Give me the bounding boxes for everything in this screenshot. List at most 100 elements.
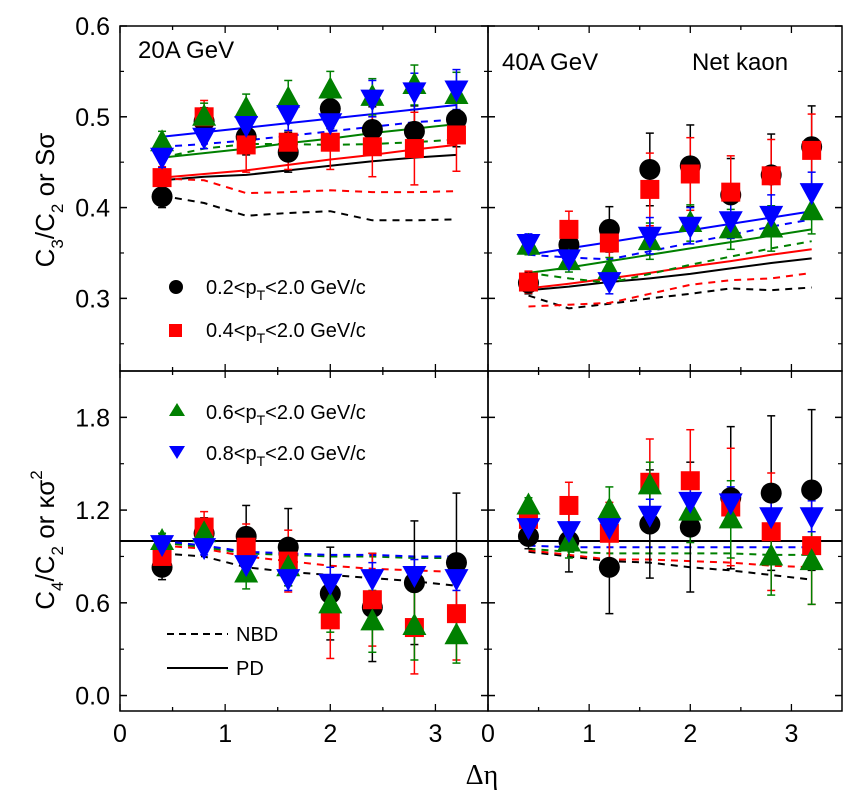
data-point-square bbox=[446, 125, 466, 145]
y-tick-label: 0.6 bbox=[75, 13, 110, 41]
model-line-nbd bbox=[528, 240, 812, 284]
data-point-square bbox=[518, 272, 538, 292]
legend-marker-square bbox=[169, 324, 182, 337]
legend-marker-circle bbox=[169, 280, 183, 294]
legend-item-1: 0.4<pT<2.0 GeV/c bbox=[169, 320, 366, 346]
model-line-nbd bbox=[528, 547, 812, 556]
model-line-nbd bbox=[161, 138, 457, 159]
legend-item-0: 0.2<pT<2.0 GeV/c bbox=[169, 277, 366, 303]
model-line-pd bbox=[528, 257, 812, 292]
data-point-triangle-up bbox=[276, 85, 301, 108]
data-point-triangle-down bbox=[597, 272, 622, 295]
data-point-square bbox=[236, 537, 256, 557]
data-point-square bbox=[446, 604, 466, 624]
legend-lines: NBD PD bbox=[167, 624, 278, 680]
data-point-square bbox=[559, 219, 579, 239]
panel-0-1 bbox=[516, 105, 824, 310]
model-line-pd bbox=[162, 153, 457, 182]
data-point-triangle-down bbox=[759, 507, 784, 530]
x-tick-label: 2 bbox=[683, 720, 697, 748]
data-point-square bbox=[362, 590, 382, 610]
data-point-triangle-up bbox=[597, 497, 622, 520]
y-tick-label: 0.0 bbox=[75, 683, 110, 711]
data-point-triangle-down bbox=[360, 569, 385, 592]
data-point-square bbox=[236, 135, 256, 155]
data-point-square bbox=[152, 168, 172, 188]
data-point-triangle-up bbox=[799, 198, 824, 221]
legend-label-pd: PD bbox=[236, 658, 264, 680]
y-tick-label: 0.5 bbox=[75, 104, 110, 132]
data-point-square bbox=[320, 610, 340, 630]
model-line-nbd bbox=[528, 271, 812, 308]
data-point-square bbox=[599, 233, 619, 253]
model-line-nbd bbox=[528, 550, 812, 581]
legend-label-0: 0.2<pT<2.0 GeV/c bbox=[206, 277, 366, 303]
data-point-triangle-down bbox=[150, 535, 175, 558]
data-point-triangle-down bbox=[556, 521, 581, 544]
data-point-triangle-down bbox=[276, 105, 301, 128]
panel-label-40a: 40A GeV bbox=[502, 49, 598, 76]
data-point-triangle-down bbox=[318, 113, 343, 136]
data-point-triangle-down bbox=[718, 493, 743, 516]
data-point-triangle-down bbox=[318, 573, 343, 596]
data-point-triangle-down bbox=[360, 89, 385, 112]
model-line-nbd bbox=[162, 118, 457, 148]
y-tick-label: 1.8 bbox=[75, 404, 110, 432]
data-point-circle bbox=[639, 158, 661, 180]
panel-frame bbox=[487, 25, 843, 372]
panel-plot-area bbox=[150, 64, 469, 222]
x-tick-label: 1 bbox=[582, 720, 596, 748]
data-point-triangle-up bbox=[150, 129, 175, 152]
data-point-square bbox=[802, 140, 822, 160]
data-point-circle bbox=[679, 516, 701, 538]
x-tick-label: 3 bbox=[428, 720, 442, 748]
model-line-nbd bbox=[161, 541, 457, 559]
data-point-circle bbox=[445, 109, 467, 131]
data-point-square bbox=[721, 182, 741, 202]
data-point-triangle-down bbox=[234, 115, 259, 138]
x-tick-label: 0 bbox=[113, 720, 127, 748]
panel-plot-area bbox=[120, 492, 488, 675]
data-point-square bbox=[802, 536, 822, 556]
panel-label-net-kaon: Net kaon bbox=[692, 49, 788, 76]
data-point-triangle-up bbox=[718, 506, 743, 529]
model-line-nbd bbox=[528, 544, 812, 549]
data-point-triangle-down bbox=[799, 507, 824, 530]
data-point-triangle-down bbox=[444, 569, 469, 592]
data-point-triangle-down bbox=[678, 491, 703, 514]
model-line-nbd bbox=[161, 540, 457, 558]
y-tick-label: 1.2 bbox=[75, 497, 110, 525]
data-point-circle bbox=[151, 186, 173, 208]
data-point-triangle-down bbox=[192, 538, 217, 561]
data-point-triangle-down bbox=[678, 216, 703, 239]
y-axis-title-bottom: C4/C2 or κσ2 bbox=[27, 470, 67, 609]
data-point-triangle-up bbox=[444, 622, 469, 645]
panel-plot-area bbox=[516, 105, 824, 310]
data-point-triangle-down bbox=[718, 211, 743, 234]
legend-marker-triangle-up bbox=[169, 403, 185, 416]
data-point-triangle-down bbox=[276, 569, 301, 592]
data-point-triangle-up bbox=[402, 613, 427, 635]
y-axis-title-bottom-text: C4/C2 or κσ2 bbox=[27, 470, 67, 609]
data-point-circle bbox=[801, 479, 823, 501]
data-point-triangle-down bbox=[759, 205, 784, 228]
legend-item-3: 0.8<pT<2.0 GeV/c bbox=[169, 443, 366, 469]
data-point-square bbox=[761, 522, 781, 542]
data-point-circle bbox=[361, 119, 383, 140]
panel-1-0 bbox=[120, 492, 488, 675]
model-line-nbd bbox=[162, 544, 457, 573]
data-point-triangle-down bbox=[556, 249, 581, 272]
data-point-circle bbox=[598, 556, 620, 578]
y-axis-title-top-text: C3/C2 or Sσ bbox=[30, 133, 67, 268]
data-point-triangle-up bbox=[234, 95, 259, 118]
data-point-square bbox=[640, 179, 660, 199]
x-axis-title: Δη bbox=[466, 760, 499, 791]
legend-marker-triangle-down bbox=[169, 446, 185, 459]
legend-label-1: 0.4<pT<2.0 GeV/c bbox=[206, 320, 366, 346]
panels-layer bbox=[120, 64, 842, 675]
data-point-triangle-down bbox=[516, 518, 541, 541]
data-point-triangle-up bbox=[637, 472, 662, 495]
data-point-square bbox=[278, 132, 298, 152]
x-tick-label: 0 bbox=[481, 720, 495, 748]
